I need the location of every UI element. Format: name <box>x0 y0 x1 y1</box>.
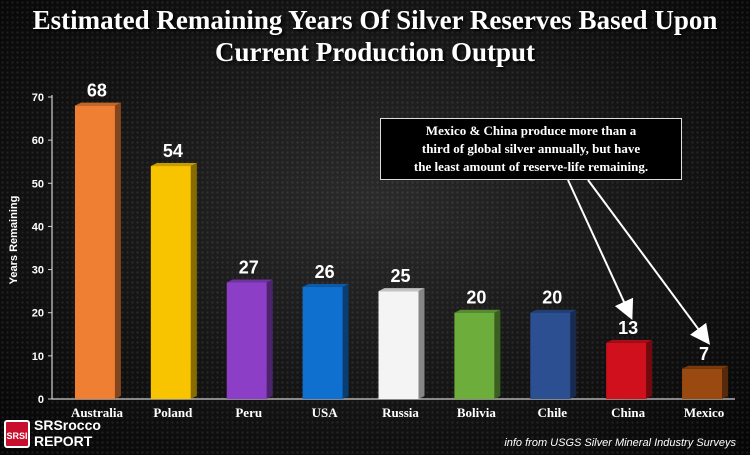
value-label-russia: 25 <box>390 266 410 286</box>
bar-australia <box>74 102 121 399</box>
value-label-china: 13 <box>618 318 638 338</box>
bar-china <box>606 339 653 399</box>
value-label-usa: 26 <box>315 262 335 282</box>
value-label-mexico: 7 <box>699 344 709 364</box>
bar-top <box>74 102 121 106</box>
bar-chile <box>530 309 577 399</box>
logo-subtitle: REPORT <box>34 433 93 449</box>
y-tick-label: 50 <box>32 178 44 190</box>
bar-usa <box>302 283 349 399</box>
bar-top <box>682 365 729 369</box>
bar-top <box>150 163 197 167</box>
bar-top <box>226 279 273 283</box>
bar-top <box>606 339 653 343</box>
value-label-peru: 27 <box>239 258 259 278</box>
annotation-line-1: Mexico & China produce more than a <box>425 123 637 138</box>
bar-side <box>342 283 349 399</box>
category-label-china: China <box>611 405 645 420</box>
bar-poland <box>150 163 197 399</box>
y-tick-label: 0 <box>38 394 44 406</box>
value-label-australia: 68 <box>87 81 107 101</box>
logo-badge-icon: SRSI <box>4 420 30 448</box>
bar-side <box>114 102 121 399</box>
chart-title-line-1: Estimated Remaining Years Of Silver Rese… <box>32 5 718 35</box>
bar-top <box>530 309 577 313</box>
bar-top <box>454 309 501 313</box>
bar-mexico <box>682 365 729 399</box>
value-label-chile: 20 <box>542 288 562 308</box>
y-tick-label: 20 <box>32 308 44 320</box>
bar-front <box>378 291 419 399</box>
bar-side <box>722 365 729 399</box>
bar-top <box>378 288 425 292</box>
bar-front <box>302 286 343 399</box>
category-label-bolivia: Bolivia <box>457 405 497 420</box>
bar-front <box>530 312 571 399</box>
bar-peru <box>226 279 273 399</box>
value-label-poland: 54 <box>163 141 183 161</box>
bar-side <box>646 339 653 399</box>
bar-bolivia <box>454 309 501 399</box>
bar-side <box>266 279 273 399</box>
bar-side <box>190 163 197 399</box>
bar-side <box>570 309 577 399</box>
bar-front <box>74 105 115 399</box>
bar-front <box>606 342 647 399</box>
bar-front <box>226 282 267 399</box>
bar-side <box>418 288 425 399</box>
category-label-poland: Poland <box>153 405 193 420</box>
source-note: info from USGS Silver Mineral Industry S… <box>504 437 736 449</box>
category-label-russia: Russia <box>382 405 419 420</box>
y-tick-label: 40 <box>32 221 44 233</box>
bar-front <box>682 368 723 399</box>
chart-title-line-2: Current Production Output <box>214 37 536 67</box>
bar-front <box>454 312 495 399</box>
y-tick-label: 60 <box>32 135 44 147</box>
category-label-peru: Peru <box>235 405 262 420</box>
y-tick-label: 30 <box>32 265 44 277</box>
bar-front <box>150 166 191 399</box>
y-tick-label: 10 <box>32 351 44 363</box>
arrow-to-mexico <box>587 179 711 345</box>
arrow-to-china <box>567 179 634 321</box>
annotation-line-3: the least amount of reserve-life remaini… <box>413 159 649 174</box>
value-label-bolivia: 20 <box>466 288 486 308</box>
category-label-mexico: Mexico <box>684 405 724 420</box>
annotation-callout: Mexico & China produce more than a third… <box>380 118 682 180</box>
annotation-line-2: third of global silver annually, but hav… <box>421 141 641 156</box>
category-label-usa: USA <box>312 405 339 420</box>
category-label-australia: Australia <box>71 405 124 420</box>
srsrocco-logo: SRSI SRSrocco REPORT <box>4 418 122 452</box>
bar-top <box>302 283 349 287</box>
bar-russia <box>378 288 425 399</box>
y-tick-label: 70 <box>32 92 44 104</box>
category-label-chile: Chile <box>537 405 567 420</box>
bar-side <box>494 309 501 399</box>
logo-name: SRSrocco <box>34 417 101 433</box>
